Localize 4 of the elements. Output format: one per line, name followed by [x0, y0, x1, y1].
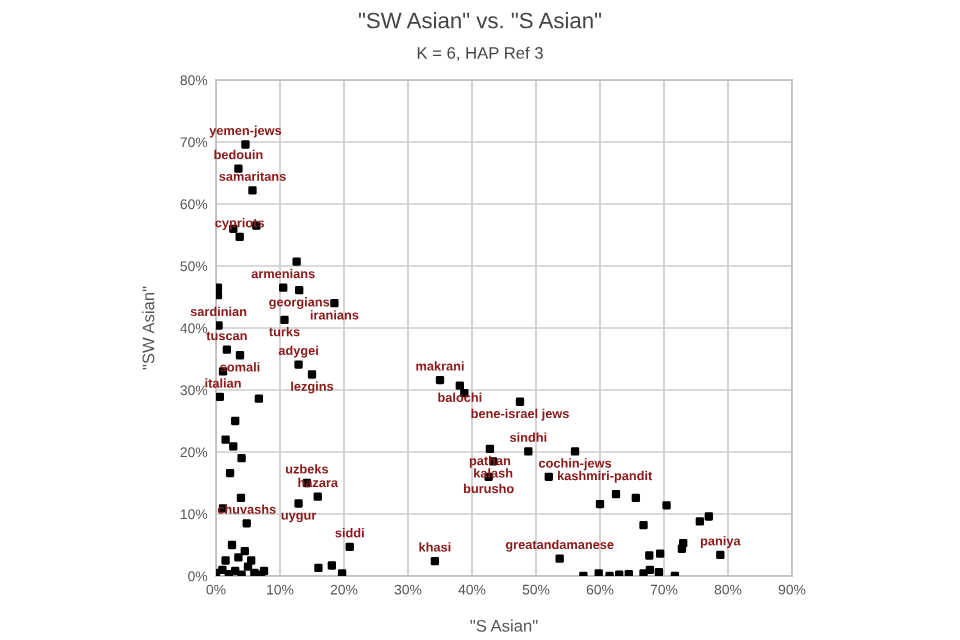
y-axis-title: "SW Asian" — [142, 286, 155, 370]
chart-title: "SW Asian" vs. "S Asian" — [358, 12, 602, 29]
chart-subtitle: K = 6, HAP Ref 3 — [417, 46, 543, 61]
x-axis-title: "S Asian" — [470, 619, 538, 632]
